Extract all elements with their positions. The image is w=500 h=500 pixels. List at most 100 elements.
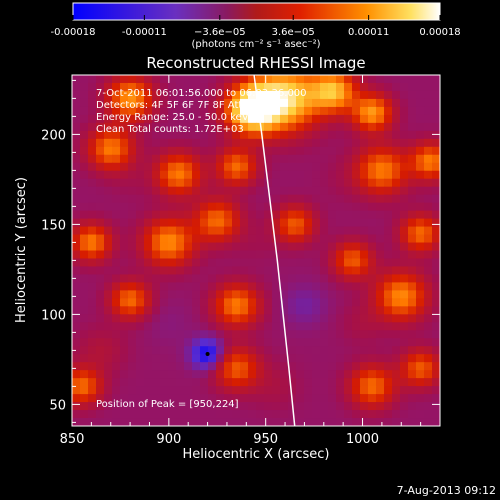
heatmap-cell	[232, 338, 241, 347]
heatmap-cell	[112, 106, 121, 116]
heatmap-cell	[360, 170, 369, 180]
heatmap-cell	[352, 114, 361, 124]
heatmap-cell	[208, 178, 217, 188]
heatmap-cell	[416, 386, 425, 395]
heatmap-cell	[384, 82, 393, 92]
heatmap-cell	[344, 346, 353, 355]
heatmap-cell	[168, 370, 177, 379]
heatmap-cell	[144, 418, 153, 426]
heatmap-cell	[424, 154, 433, 164]
heatmap-cell	[304, 338, 313, 347]
heatmap-cell	[80, 122, 89, 132]
heatmap-cell	[288, 90, 297, 100]
heatmap-cell	[272, 402, 281, 411]
heatmap-cell	[248, 418, 257, 426]
heatmap-cell	[264, 170, 273, 180]
heatmap-cell	[344, 218, 353, 228]
heatmap-cell	[392, 282, 401, 291]
heatmap-cell	[168, 322, 177, 331]
heatmap-cell	[416, 258, 425, 268]
heatmap-cell	[192, 106, 201, 116]
heatmap-cell	[144, 386, 153, 395]
heatmap-cell	[272, 378, 281, 387]
heatmap-cell	[120, 138, 129, 148]
heatmap-cell	[360, 82, 369, 92]
heatmap-cell	[432, 146, 440, 156]
heatmap-cell	[312, 290, 321, 299]
heatmap-cell	[240, 82, 249, 92]
heatmap-cell	[160, 130, 169, 140]
heatmap-cell	[208, 154, 217, 164]
heatmap-cell	[336, 298, 345, 307]
heatmap-cell	[216, 130, 225, 140]
heatmap-cell	[104, 274, 113, 284]
heatmap-cell	[112, 370, 121, 379]
heatmap-cell	[320, 298, 329, 307]
heatmap-cell	[312, 122, 321, 132]
heatmap-cell	[216, 290, 225, 299]
heatmap-cell	[152, 75, 161, 84]
heatmap-cell	[336, 194, 345, 204]
heatmap-cell	[240, 170, 249, 180]
heatmap-cell	[384, 250, 393, 260]
heatmap-cell	[248, 202, 257, 212]
heatmap-cell	[80, 234, 89, 244]
heatmap-cell	[80, 218, 89, 228]
heatmap-cell	[240, 274, 249, 284]
heatmap-cell	[368, 98, 377, 108]
heatmap-cell	[104, 306, 113, 315]
heatmap-cell	[400, 202, 409, 212]
heatmap-cell	[192, 226, 201, 236]
heatmap-cell	[312, 394, 321, 403]
heatmap-cell	[344, 75, 353, 84]
heatmap-cell	[144, 226, 153, 236]
heatmap-cell	[72, 314, 81, 323]
heatmap-cell	[256, 82, 265, 92]
heatmap-cell	[232, 410, 241, 419]
heatmap-cell	[336, 130, 345, 140]
heatmap-cell	[432, 362, 440, 371]
heatmap-cell	[392, 386, 401, 395]
colorbar-unit-label: (photons cm⁻² s⁻¹ asec⁻²)	[191, 39, 320, 50]
heatmap-cell	[184, 370, 193, 379]
heatmap-cell	[176, 130, 185, 140]
heatmap-cell	[272, 298, 281, 307]
heatmap-cell	[272, 386, 281, 395]
heatmap-cell	[144, 354, 153, 363]
heatmap-cell	[80, 378, 89, 387]
heatmap-cell	[424, 402, 433, 411]
heatmap-cell	[144, 138, 153, 148]
heatmap-cell	[200, 386, 209, 395]
heatmap-cell	[216, 98, 225, 108]
heatmap-cell	[200, 75, 209, 84]
heatmap-cell	[192, 306, 201, 315]
heatmap-cell	[232, 394, 241, 403]
heatmap-cell	[280, 154, 289, 164]
heatmap-cell	[376, 138, 385, 148]
heatmap-cell	[224, 394, 233, 403]
heatmap-cell	[136, 170, 145, 180]
heatmap-cell	[432, 138, 440, 148]
heatmap-cell	[152, 234, 161, 244]
heatmap-cell	[408, 306, 417, 315]
heatmap-cell	[408, 194, 417, 204]
heatmap-cell	[144, 338, 153, 347]
heatmap-cell	[112, 362, 121, 371]
heatmap-cell	[336, 306, 345, 315]
heatmap-cell	[304, 346, 313, 355]
heatmap-cell	[96, 354, 105, 363]
heatmap-cell	[144, 290, 153, 299]
heatmap-cell	[72, 138, 81, 148]
heatmap-cell	[264, 274, 273, 284]
heatmap-cell	[152, 258, 161, 268]
heatmap-cell	[392, 258, 401, 268]
heatmap-cell	[296, 362, 305, 371]
heatmap-cell	[328, 194, 337, 204]
heatmap-cell	[112, 298, 121, 307]
heatmap-cell	[240, 394, 249, 403]
heatmap-cell	[360, 298, 369, 307]
heatmap-cell	[200, 114, 209, 124]
heatmap-cell	[128, 114, 137, 124]
heatmap-cell	[408, 106, 417, 116]
heatmap-cell	[424, 378, 433, 387]
